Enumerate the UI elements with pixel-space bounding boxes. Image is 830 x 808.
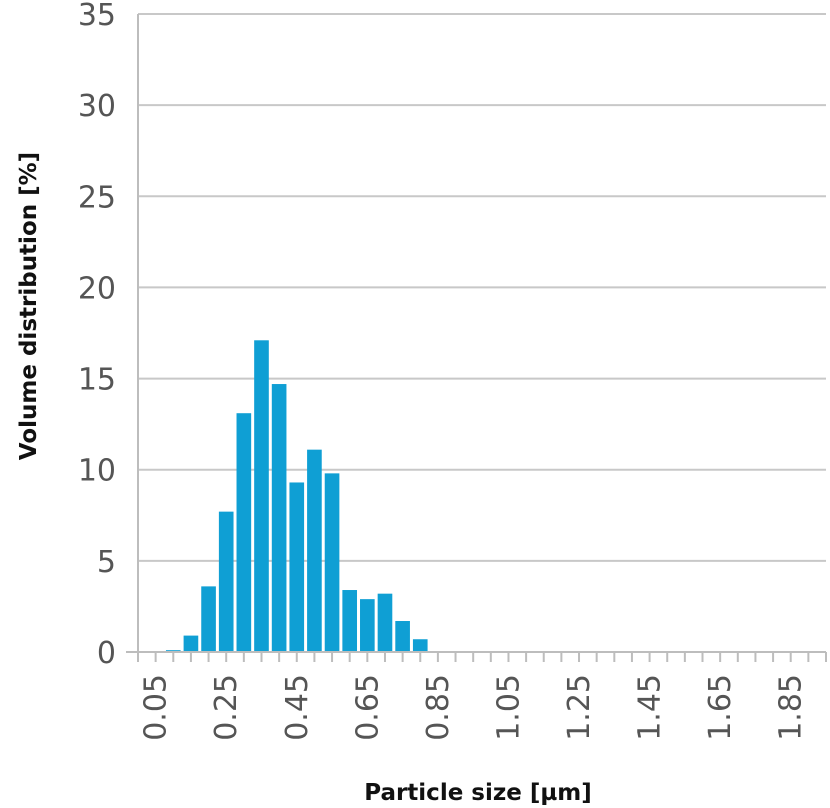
bar	[289, 482, 305, 652]
x-tick-label: 0.05	[139, 674, 174, 741]
bar	[201, 586, 216, 652]
bar	[324, 473, 340, 652]
bar	[412, 639, 428, 652]
y-tick-label: 5	[97, 545, 116, 580]
bar	[236, 413, 252, 652]
bar	[307, 449, 322, 652]
y-tick-label: 0	[97, 636, 116, 671]
y-tick-label: 15	[78, 363, 116, 398]
bar	[342, 590, 358, 652]
x-tick-label: 1.45	[633, 674, 668, 741]
bars	[165, 340, 428, 652]
y-tick-labels: 0 5 10 15 20 25 30 35	[78, 0, 116, 671]
x-tick-labels: 0.05 0.25 0.45 0.65 0.85 1.05 1.25 1.45 1.65 1.85	[139, 674, 809, 741]
x-tick-label: 1.85	[774, 674, 809, 741]
x-axis-title: Particle size [µm]	[364, 780, 592, 806]
y-tick-label: 25	[78, 180, 116, 215]
bar	[395, 621, 410, 652]
x-tick-label: 0.45	[280, 674, 315, 741]
bar	[254, 340, 269, 652]
y-tick-label: 20	[78, 271, 116, 306]
x-tick-label: 0.85	[421, 674, 456, 741]
y-tick-label: 30	[78, 89, 116, 124]
y-tick-label: 35	[78, 0, 116, 33]
x-tick-label: 0.65	[350, 674, 385, 741]
x-tick-label: 1.05	[491, 674, 526, 741]
bar	[271, 384, 287, 652]
axes	[126, 14, 827, 662]
bar	[377, 593, 393, 652]
grid-lines	[138, 13, 826, 562]
x-tick-label: 1.65	[703, 674, 738, 741]
bar	[183, 635, 199, 652]
y-axis-title: Volume distribution [%]	[16, 152, 42, 460]
x-tick-label: 0.25	[209, 674, 244, 741]
x-tick-label: 1.25	[562, 674, 597, 741]
bar	[218, 511, 234, 652]
y-tick-label: 10	[78, 454, 116, 489]
bar	[360, 599, 375, 652]
